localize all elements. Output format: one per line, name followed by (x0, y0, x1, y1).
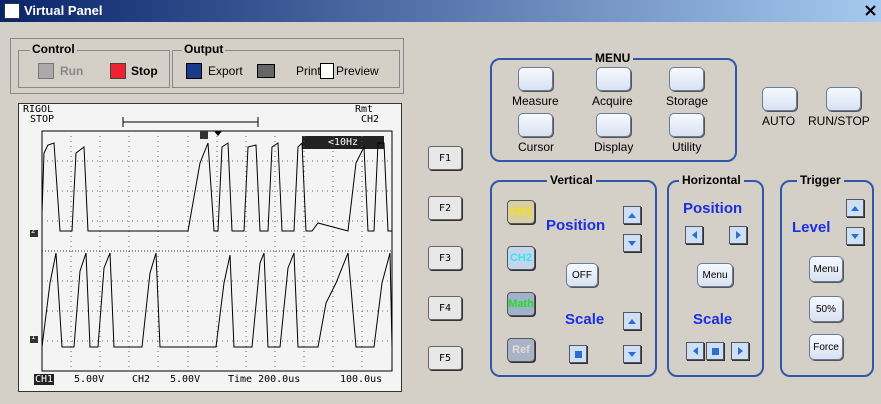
soft-key[interactable]: F2 (428, 196, 462, 220)
menu-label: Cursor (518, 140, 554, 154)
menu-button[interactable] (518, 113, 553, 137)
ch2-scale: 5.00V (170, 374, 200, 385)
ch1-scale: 5.00V (74, 374, 104, 385)
soft-key[interactable]: F5 (428, 346, 462, 370)
trigger-menu-button[interactable]: Menu (809, 256, 843, 282)
preview-icon (320, 63, 334, 79)
stop-button[interactable]: Stop (131, 64, 158, 78)
run-stop-label: RUN/STOP (808, 114, 870, 128)
position-down[interactable] (623, 234, 641, 252)
vertical-scale-label: Scale (565, 311, 604, 328)
menu-label: Utility (672, 140, 701, 154)
menu-title: MENU (592, 51, 633, 65)
menu-label: Measure (512, 94, 559, 108)
vertical-position-label: Position (546, 217, 605, 234)
menu-button[interactable] (596, 113, 631, 137)
trigger-50-button[interactable]: 50% (809, 296, 843, 322)
print-button[interactable]: Print (296, 64, 321, 78)
ref-button[interactable]: Ref (507, 338, 535, 362)
auto-label: AUTO (762, 114, 795, 128)
run-button[interactable]: Run (60, 64, 83, 78)
export-button[interactable]: Export (208, 64, 243, 78)
trigger-level-label: Level (792, 219, 830, 236)
trigger-title: Trigger (797, 173, 844, 187)
math-button[interactable]: Math (507, 292, 535, 316)
position-up[interactable] (623, 206, 641, 224)
auto-button[interactable] (762, 87, 797, 111)
ch2-label: CH2 (132, 374, 150, 385)
ch1-label: CH1 (34, 374, 54, 385)
print-icon (257, 64, 275, 78)
position-right[interactable] (729, 226, 747, 244)
scale-up[interactable] (623, 312, 641, 330)
scale-reset[interactable] (569, 345, 587, 363)
menu-button[interactable] (596, 67, 631, 91)
horizontal-menu-button[interactable]: Menu (697, 263, 733, 287)
trigger-force-button[interactable]: Force (809, 334, 843, 360)
time-base: Time 200.0us (228, 374, 300, 385)
level-down[interactable] (846, 227, 864, 245)
vertical-title: Vertical (547, 173, 596, 187)
scope-graticule (18, 103, 400, 390)
window-title: Virtual Panel (24, 3, 103, 18)
scale-left[interactable] (686, 342, 704, 360)
menu-button[interactable] (518, 67, 553, 91)
scale-reset[interactable] (706, 342, 724, 360)
horizontal-title: Horizontal (679, 173, 744, 187)
ch1-button[interactable]: CH1 (507, 200, 535, 224)
menu-label: Acquire (592, 94, 633, 108)
preview-button[interactable]: Preview (336, 64, 379, 78)
scale-right[interactable] (731, 342, 749, 360)
app-icon (4, 3, 20, 19)
close-button[interactable] (864, 4, 877, 17)
menu-button[interactable] (669, 67, 704, 91)
menu-button[interactable] (669, 113, 704, 137)
export-icon (186, 63, 202, 79)
menu-label: Storage (666, 94, 708, 108)
scale-down[interactable] (623, 345, 641, 363)
control-label: Control (30, 42, 77, 56)
level-up[interactable] (846, 199, 864, 217)
soft-key[interactable]: F1 (428, 146, 462, 170)
title-bar (0, 0, 881, 22)
soft-key[interactable]: F4 (428, 296, 462, 320)
run-icon (38, 63, 54, 79)
run-stop-button[interactable] (826, 87, 861, 111)
marker-ch1: 1 (31, 333, 35, 342)
menu-label: Display (594, 140, 633, 154)
horizontal-position-label: Position (683, 200, 742, 217)
output-label: Output (182, 42, 225, 56)
trigger-offset: 100.0us (340, 374, 382, 385)
soft-key[interactable]: F3 (428, 246, 462, 270)
position-left[interactable] (685, 226, 703, 244)
marker-ch2: 2 (31, 227, 35, 236)
horizontal-scale-label: Scale (693, 311, 732, 328)
page: Virtual Panel Control Run Stop Output Ex… (0, 0, 881, 404)
stop-icon (110, 63, 126, 79)
off-button[interactable]: OFF (566, 263, 598, 287)
ch2-button[interactable]: CH2 (507, 246, 535, 270)
